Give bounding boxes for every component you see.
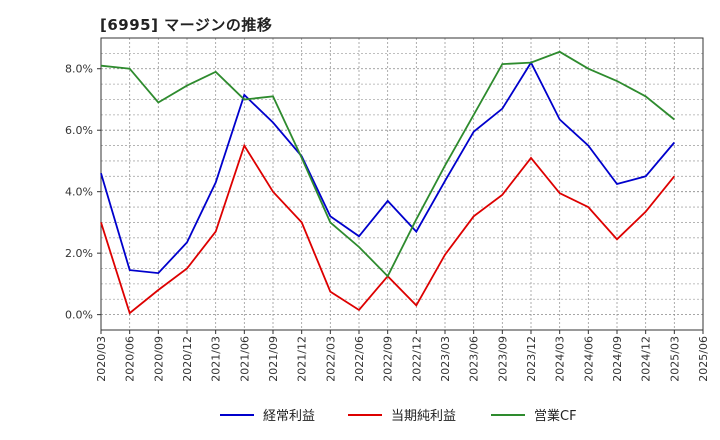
y-tick-label: 4.0% xyxy=(65,186,93,199)
x-tick-label: 2023/09 xyxy=(496,336,509,382)
x-tick-label: 2024/03 xyxy=(554,336,567,382)
x-tick-label: 2025/06 xyxy=(697,336,710,382)
series-layer xyxy=(100,50,676,315)
x-tick-label: 2023/03 xyxy=(439,336,452,382)
series-line-1 xyxy=(100,60,675,275)
x-tick-label: 2020/09 xyxy=(152,336,165,382)
x-tick-label: 2022/03 xyxy=(324,336,337,382)
x-tick-label: 2020/12 xyxy=(181,336,194,382)
y-tick-label: 6.0% xyxy=(65,124,93,137)
x-tick-label: 2024/09 xyxy=(611,336,624,382)
y-tick-label: 2.0% xyxy=(65,247,93,260)
plot-frame xyxy=(100,37,704,331)
x-tick-label: 2024/06 xyxy=(582,336,595,382)
legend-label-2: 当期純利益 xyxy=(391,409,456,424)
x-tick-label: 2021/12 xyxy=(296,336,309,382)
x-tick-label: 2023/12 xyxy=(525,336,538,382)
chart-title: [6995] マージンの推移 xyxy=(100,16,273,34)
legend-label-1: 経常利益 xyxy=(263,409,315,424)
x-tick-label: 2024/12 xyxy=(640,336,653,382)
x-tick-label: 2020/03 xyxy=(95,336,108,382)
legend-label-3: 営業CF xyxy=(534,408,577,424)
x-tick-label: 2023/06 xyxy=(468,336,481,382)
series-line-3 xyxy=(100,50,675,278)
x-tick-label: 2022/12 xyxy=(410,336,423,382)
x-tick-label: 2021/03 xyxy=(210,336,223,382)
x-tick-label: 2020/06 xyxy=(124,336,137,382)
y-tick-label: 0.0% xyxy=(65,309,93,322)
legend: 経常利益 当期純利益 営業CF xyxy=(220,408,577,424)
x-tick-label: 2021/09 xyxy=(267,336,280,382)
y-tick-label: 8.0% xyxy=(65,63,93,76)
x-tick-label: 2021/06 xyxy=(238,336,251,382)
x-tick-label: 2022/06 xyxy=(353,336,366,382)
axis-layer: 0.0% 2.0% 4.0% 6.0% 8.0% 2020/03 2020/06 2020/0… xyxy=(65,37,710,382)
x-tick-label: 2022/09 xyxy=(382,336,395,382)
grid-layer xyxy=(101,37,703,330)
x-tick-label: 2025/03 xyxy=(668,336,681,382)
